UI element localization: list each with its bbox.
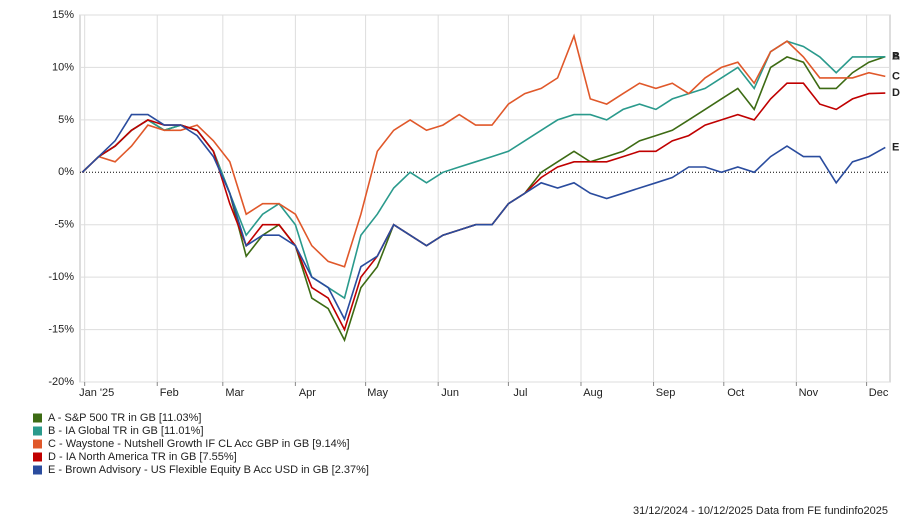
y-tick-label: -5% (54, 219, 74, 231)
series-line (81, 55, 886, 343)
y-tick-label: 10% (52, 61, 74, 73)
x-tick-label: Sep (656, 387, 676, 399)
x-tick-label: Apr (299, 387, 316, 399)
series-line (81, 113, 886, 322)
legend-swatch (33, 439, 42, 449)
y-tick-label: 0% (58, 166, 74, 178)
x-tick-label: Jan '25 (79, 387, 114, 399)
legend-swatch (33, 452, 42, 462)
legend-label: B - IA Global TR in GB [11.01%] (48, 425, 204, 437)
footer: 31/12/2024 - 10/12/2025 Data from FE fun… (633, 505, 888, 517)
series-line (81, 33, 886, 268)
x-tick-label: Oct (727, 387, 744, 399)
x-tick-label: Aug (583, 387, 603, 399)
x-tick-label: Dec (869, 387, 889, 399)
y-tick-label: -20% (48, 376, 74, 388)
y-tick-label: -10% (48, 271, 74, 283)
x-tick-label: Nov (799, 387, 819, 399)
x-tick-label: Feb (160, 387, 179, 399)
legend-label: D - IA North America TR in GB [7.55%] (48, 451, 237, 463)
legend-label: E - Brown Advisory - US Flexible Equity … (48, 464, 369, 476)
end-label: E (892, 141, 899, 153)
legend-label: A - S&P 500 TR in GB [11.03%] (48, 412, 201, 424)
y-tick-label: 5% (58, 114, 74, 126)
plot-area (79, 14, 891, 383)
end-label: A (892, 51, 900, 63)
x-tick-label: May (367, 387, 388, 399)
legend-swatch (33, 426, 42, 436)
end-label: C (892, 70, 900, 82)
x-tick-label: Mar (225, 387, 244, 399)
end-label: B (892, 51, 900, 63)
series-line (81, 40, 886, 300)
legend-swatch (33, 465, 42, 475)
y-tick-label: -15% (48, 323, 74, 335)
legend-label: C - Waystone - Nutshell Growth IF CL Acc… (48, 438, 350, 450)
x-tick-label: Jun (441, 387, 459, 399)
end-label: D (892, 87, 900, 99)
y-tick-label: 15% (52, 9, 74, 21)
legend-swatch (33, 413, 42, 423)
x-tick-label: Jul (513, 387, 527, 399)
